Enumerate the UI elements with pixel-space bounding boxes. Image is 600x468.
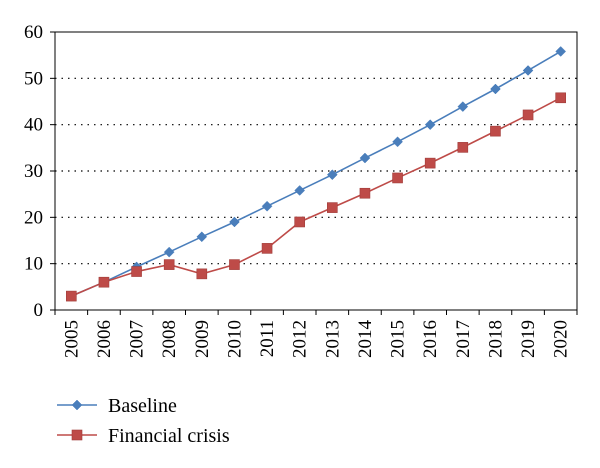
- data-point-diamond: [457, 101, 469, 112]
- series-financial-crisis: [66, 92, 566, 302]
- data-point-diamond: [522, 65, 534, 76]
- y-tick-label: 0: [34, 300, 44, 321]
- y-tick-label: 20: [24, 207, 43, 228]
- y-axis-ticks: 0 10 20 30 40 50 60: [24, 22, 55, 321]
- data-point-square: [98, 276, 110, 288]
- legend-item: Baseline: [57, 395, 177, 417]
- data-point-square: [196, 268, 208, 280]
- series-line: [70, 50, 562, 297]
- x-tick-label: 2014: [355, 320, 376, 359]
- data-point-square: [490, 125, 501, 137]
- x-tick-label: 2009: [192, 320, 213, 358]
- x-tick-label: 2010: [224, 320, 245, 358]
- data-point-square: [163, 259, 175, 270]
- x-tick-label: 2015: [388, 320, 409, 358]
- series-line: [70, 97, 562, 297]
- data-point-square: [131, 266, 142, 277]
- y-tick-label: 60: [24, 22, 43, 43]
- x-tick-label: 2008: [159, 320, 180, 358]
- y-tick-label: 50: [24, 68, 43, 89]
- data-point-diamond: [359, 152, 371, 164]
- data-point-square: [229, 259, 240, 270]
- y-tick-label: 40: [24, 115, 43, 136]
- x-tick-label: 2020: [551, 320, 572, 358]
- x-tick-label: 2013: [322, 320, 343, 358]
- gridlines: [55, 77, 577, 265]
- legend: Baseline Financial crisis: [57, 395, 230, 447]
- x-axis-ticks: 2005 2006 2007 2008 2009 2010 2011 2012 2013 2014…: [54, 310, 578, 359]
- data-point-square: [359, 187, 371, 199]
- data-point-diamond: [163, 246, 175, 258]
- legend-marker-diamond: [71, 399, 83, 411]
- x-tick-label: 2017: [453, 320, 474, 358]
- data-point-diamond: [555, 46, 567, 57]
- data-point-square: [457, 142, 469, 153]
- data-point-square: [327, 202, 338, 213]
- data-point-square: [294, 216, 305, 228]
- data-point-diamond: [294, 185, 306, 196]
- x-tick-label: 2016: [420, 320, 441, 358]
- data-point-square: [66, 290, 77, 302]
- data-point-square: [424, 157, 436, 169]
- data-point-diamond: [392, 136, 403, 148]
- data-point-diamond: [424, 119, 436, 131]
- y-tick-label: 30: [24, 161, 43, 182]
- x-tick-label: 2007: [127, 320, 148, 358]
- y-tick-label: 10: [24, 254, 43, 275]
- data-point-square: [555, 92, 566, 104]
- data-point-square: [261, 243, 273, 254]
- data-point-diamond: [490, 83, 501, 95]
- data-point-square: [392, 172, 403, 184]
- data-point-diamond: [196, 231, 208, 243]
- legend-item: Financial crisis: [57, 425, 230, 447]
- legend-marker-square: [71, 429, 83, 441]
- x-tick-label: 2005: [61, 320, 82, 358]
- data-point-diamond: [229, 216, 240, 228]
- data-point-square: [522, 109, 534, 121]
- x-tick-label: 2018: [485, 320, 506, 358]
- x-tick-label: 2011: [257, 320, 278, 357]
- series-layer: [65, 46, 567, 302]
- data-point-diamond: [261, 200, 273, 212]
- legend-label: Financial crisis: [108, 425, 230, 447]
- x-tick-label: 2012: [290, 320, 311, 358]
- legend-label: Baseline: [108, 395, 177, 417]
- x-tick-label: 2019: [518, 320, 539, 358]
- data-point-diamond: [326, 169, 338, 181]
- x-tick-label: 2006: [94, 320, 115, 358]
